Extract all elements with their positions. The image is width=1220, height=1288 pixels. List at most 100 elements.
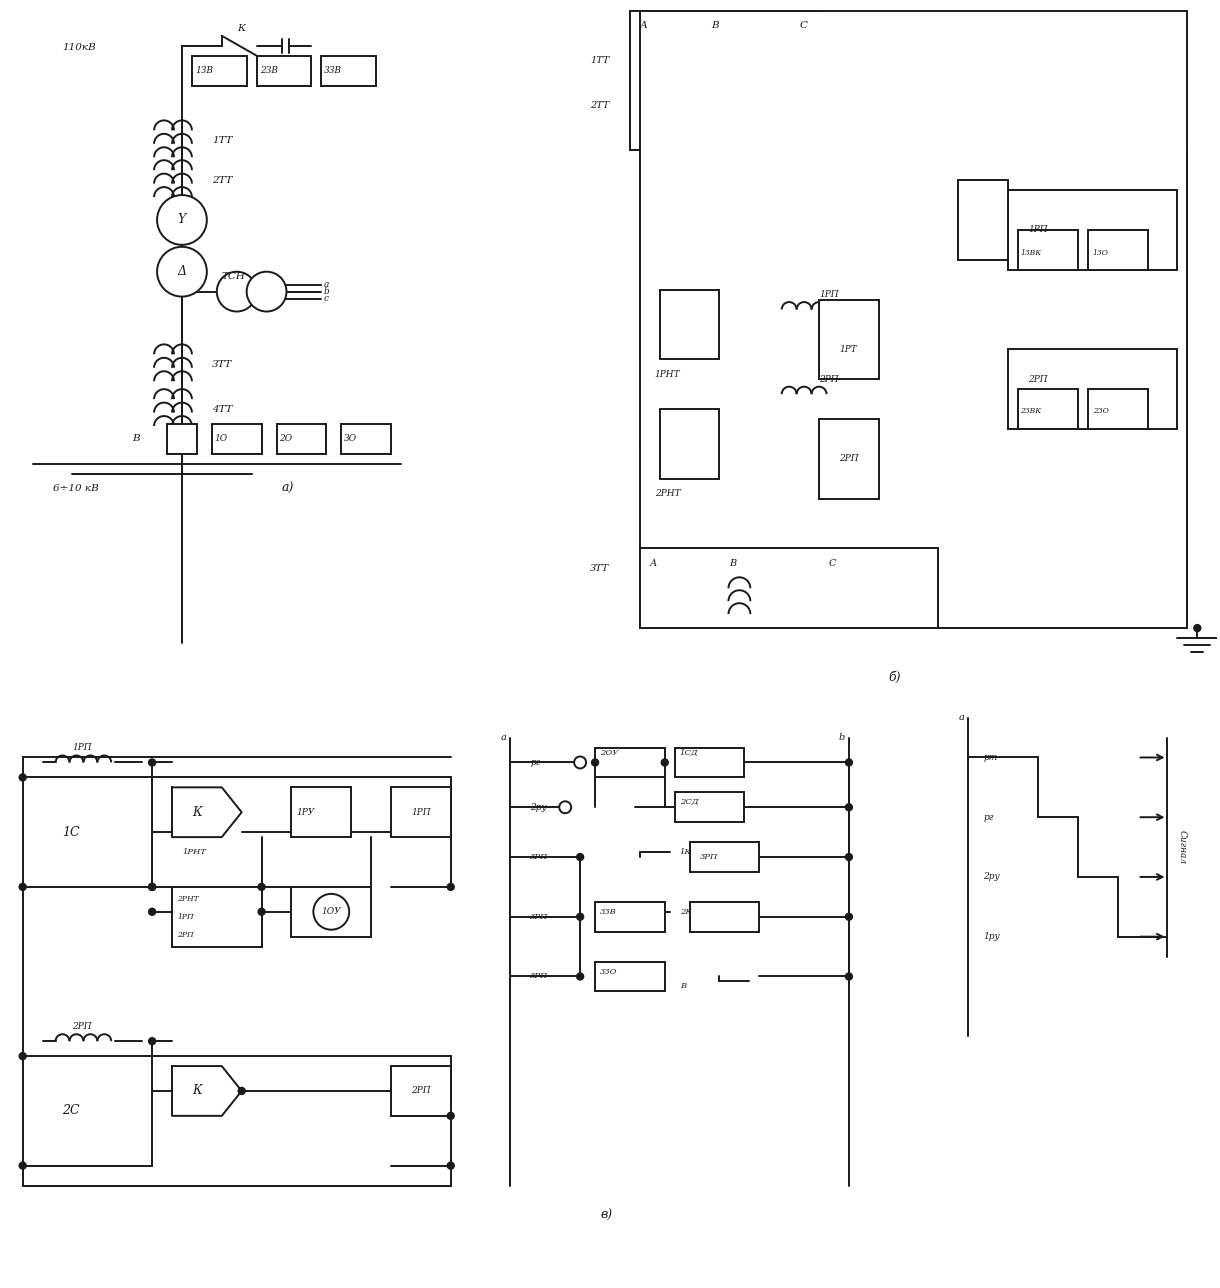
Text: 2РНТ: 2РНТ xyxy=(655,489,681,498)
Text: К: К xyxy=(237,24,245,33)
Text: a: a xyxy=(500,733,506,742)
Bar xyxy=(192,55,246,85)
Circle shape xyxy=(246,272,287,312)
Text: рг: рг xyxy=(531,757,540,766)
Circle shape xyxy=(448,1162,454,1170)
Text: 1ЗО: 1ЗО xyxy=(1093,249,1109,256)
Bar xyxy=(23,778,152,887)
Circle shape xyxy=(157,247,207,296)
Bar xyxy=(1008,191,1177,269)
Text: В: В xyxy=(680,983,686,990)
Text: 2РП: 2РП xyxy=(1028,375,1048,384)
Polygon shape xyxy=(172,787,242,837)
Text: 2РП: 2РП xyxy=(411,1087,431,1096)
Text: С: С xyxy=(830,559,837,568)
Text: 1РП: 1РП xyxy=(819,290,838,299)
Text: 2ру: 2ру xyxy=(531,802,547,811)
Text: 2ЗВ: 2ЗВ xyxy=(260,66,278,75)
Text: 2ТТ: 2ТТ xyxy=(590,100,609,109)
Text: b: b xyxy=(323,287,329,296)
Text: 1РП: 1РП xyxy=(177,913,194,921)
Bar xyxy=(1088,229,1148,269)
Bar xyxy=(23,1056,152,1166)
Bar xyxy=(675,747,744,778)
Circle shape xyxy=(149,1038,156,1045)
Text: 3ТТ: 3ТТ xyxy=(212,359,232,368)
Text: Сигнал: Сигнал xyxy=(1177,829,1186,864)
Text: 4ТТ: 4ТТ xyxy=(212,404,232,413)
Circle shape xyxy=(845,804,853,810)
Text: 1О: 1О xyxy=(215,434,228,443)
Text: рт: рт xyxy=(983,753,998,762)
Text: рг: рг xyxy=(983,813,993,822)
Circle shape xyxy=(559,801,571,813)
Text: 1ЗВК: 1ЗВК xyxy=(1020,249,1041,256)
Text: А: А xyxy=(650,559,658,568)
Circle shape xyxy=(149,884,156,890)
Text: 1С: 1С xyxy=(62,826,81,838)
Bar xyxy=(639,10,1187,629)
Text: А: А xyxy=(639,22,648,31)
Text: К: К xyxy=(192,806,201,819)
Bar xyxy=(1019,389,1077,429)
Text: а): а) xyxy=(282,482,294,495)
Circle shape xyxy=(314,894,349,930)
Text: 3ЗВ: 3ЗВ xyxy=(325,66,343,75)
Text: 1СД: 1СД xyxy=(680,748,698,756)
Bar xyxy=(660,410,720,479)
Circle shape xyxy=(149,884,156,890)
Text: 1РУ: 1РУ xyxy=(296,808,315,817)
Text: 2ру: 2ру xyxy=(983,872,1000,881)
Text: 2РНТ: 2РНТ xyxy=(177,895,199,903)
Text: 2О: 2О xyxy=(279,434,293,443)
Circle shape xyxy=(259,884,265,890)
Text: а: а xyxy=(959,714,964,723)
Circle shape xyxy=(238,1087,245,1095)
Bar xyxy=(660,290,720,359)
Circle shape xyxy=(217,272,256,312)
Text: 1К: 1К xyxy=(680,848,692,857)
Text: 2ЗО: 2ЗО xyxy=(1093,407,1109,415)
Bar xyxy=(675,792,744,822)
Bar xyxy=(256,55,311,85)
Text: 1РНТ: 1РНТ xyxy=(655,370,681,379)
Text: Y: Y xyxy=(178,214,187,227)
Bar xyxy=(639,549,938,629)
Bar xyxy=(1019,229,1077,269)
Text: 1ЗВ: 1ЗВ xyxy=(195,66,214,75)
Bar xyxy=(172,887,261,947)
Circle shape xyxy=(592,759,599,766)
Text: 2ЗВК: 2ЗВК xyxy=(1020,407,1041,415)
Circle shape xyxy=(577,854,583,860)
Bar xyxy=(595,902,665,931)
Text: 110кВ: 110кВ xyxy=(62,44,96,53)
Text: 2ТТ: 2ТТ xyxy=(212,175,232,184)
Circle shape xyxy=(448,1113,454,1119)
Text: В: В xyxy=(711,22,719,31)
Text: 1РП: 1РП xyxy=(72,743,91,752)
Text: 1ОУ: 1ОУ xyxy=(321,907,340,916)
Text: в): в) xyxy=(600,1209,612,1222)
Circle shape xyxy=(149,908,156,916)
Bar xyxy=(1088,389,1148,429)
Bar xyxy=(959,180,1008,260)
Text: 3ЗО: 3ЗО xyxy=(600,967,617,975)
Circle shape xyxy=(1194,625,1200,631)
Text: В: В xyxy=(730,559,737,568)
Circle shape xyxy=(20,774,26,781)
Circle shape xyxy=(157,194,207,245)
Bar xyxy=(390,787,450,837)
Text: В: В xyxy=(132,434,140,443)
Text: 2РП: 2РП xyxy=(72,1021,91,1030)
Text: 2РП: 2РП xyxy=(819,375,838,384)
Circle shape xyxy=(845,972,853,980)
Polygon shape xyxy=(172,1066,242,1115)
Circle shape xyxy=(661,759,669,766)
Text: 2ОУ: 2ОУ xyxy=(600,748,619,756)
Circle shape xyxy=(20,1052,26,1060)
Text: С: С xyxy=(799,22,808,31)
Text: 1РП: 1РП xyxy=(411,808,431,817)
Circle shape xyxy=(845,854,853,860)
Text: 3РП: 3РП xyxy=(531,972,549,980)
Bar xyxy=(292,787,351,837)
